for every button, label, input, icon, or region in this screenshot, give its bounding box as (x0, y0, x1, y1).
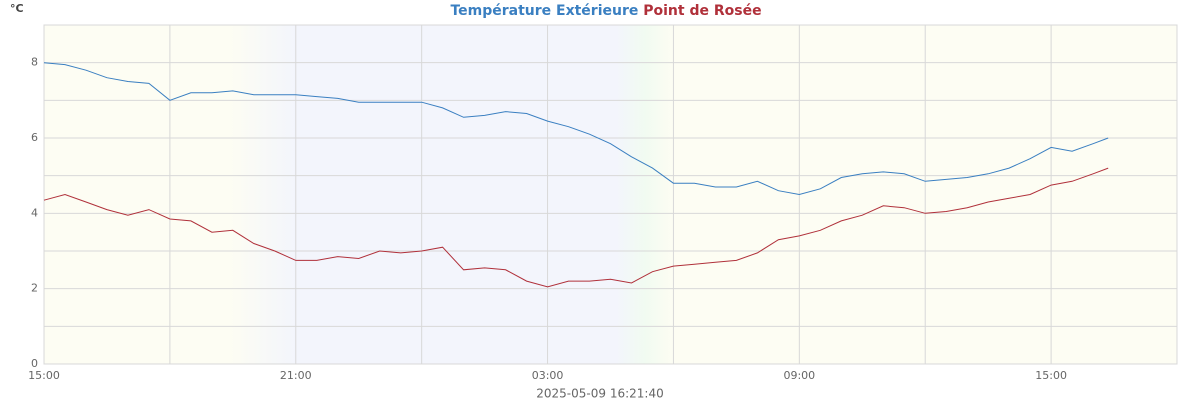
legend-entry: Point de Rosée (643, 3, 761, 19)
x-tick-label: 15:00 (28, 369, 60, 382)
y-axis-label: °C (10, 2, 24, 15)
y-tick-label: 6 (31, 131, 38, 144)
x-tick-label: 21:00 (280, 369, 312, 382)
legend-entry: Température Extérieure (450, 3, 638, 19)
series-line (43, 167, 1109, 288)
plot-frame (43, 24, 1178, 365)
y-tick-label: 0 (31, 357, 38, 370)
y-tick-label: 8 (31, 56, 38, 69)
x-tick-label: 09:00 (783, 369, 815, 382)
legend: Température Extérieure Point de Rosée (450, 3, 761, 19)
series-line (43, 62, 1109, 196)
plot-background (44, 25, 1177, 364)
timestamp: 2025-05-09 16:21:40 (536, 387, 663, 400)
y-tick-label: 2 (31, 282, 38, 295)
x-tick-label: 03:00 (532, 369, 564, 382)
x-tick-label: 15:00 (1035, 369, 1067, 382)
y-tick-label: 4 (31, 206, 38, 219)
